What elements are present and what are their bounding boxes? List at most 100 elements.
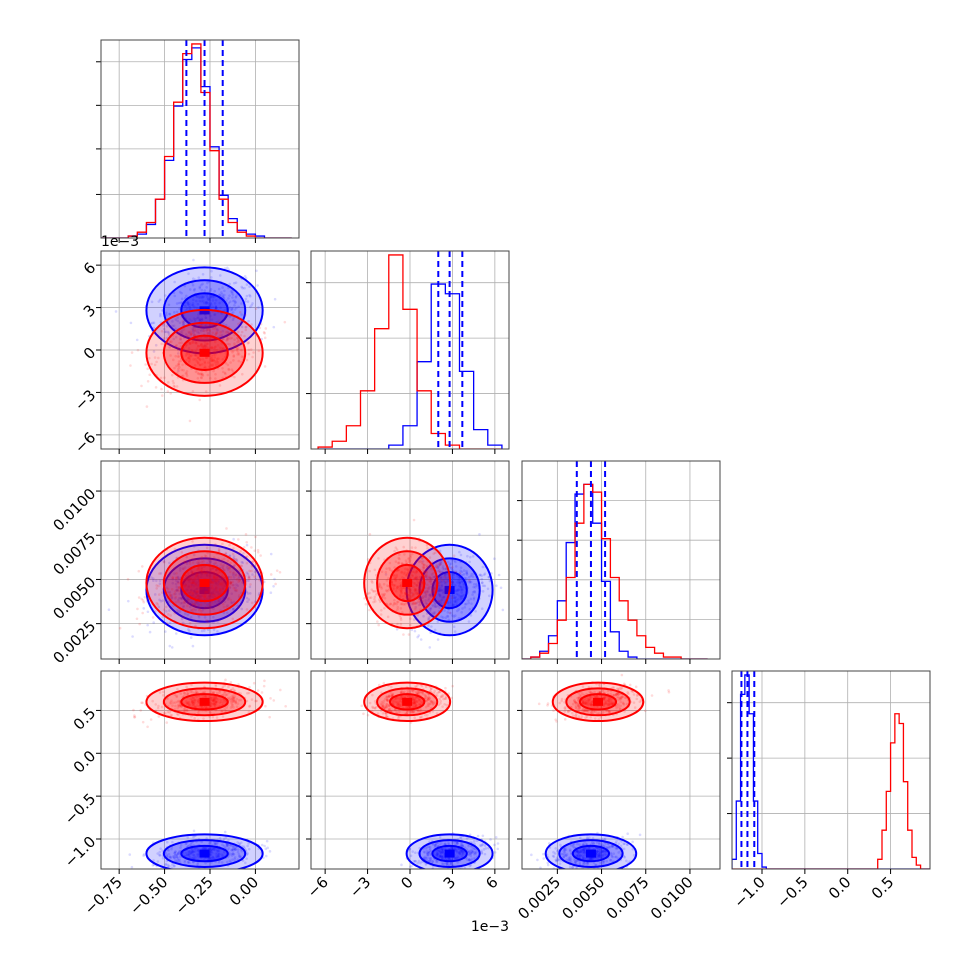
sample-point [235, 697, 239, 701]
sample-point [453, 584, 457, 587]
sample-point [218, 351, 222, 355]
sample-point [153, 593, 157, 596]
sample-point [467, 844, 470, 848]
sample-point [203, 365, 207, 368]
sample-point [442, 590, 445, 593]
sample-point [165, 621, 169, 625]
sample-point [195, 574, 199, 577]
sample-point [166, 587, 170, 591]
sample-point [217, 599, 221, 603]
sample-point [394, 576, 397, 580]
sample-point [228, 306, 232, 309]
sample-point [230, 702, 234, 706]
sample-point [595, 841, 599, 844]
sample-point [188, 849, 192, 853]
sample-point [206, 298, 210, 301]
sample-point [232, 555, 236, 558]
sample-point [387, 695, 391, 699]
sample-point [415, 569, 419, 573]
sample-point [174, 704, 177, 708]
sample-point [470, 848, 473, 852]
sample-point [429, 593, 432, 596]
sample-point [438, 854, 442, 858]
sample-point [226, 336, 229, 339]
sample-point [188, 605, 192, 609]
sample-point [379, 613, 383, 616]
sample-point [197, 586, 200, 589]
sample-point [587, 846, 591, 850]
sample-point [407, 603, 410, 606]
sample-point [234, 589, 237, 593]
sample-point [164, 610, 168, 613]
sample-point [222, 851, 226, 854]
sample-point [557, 858, 561, 862]
sample-point [217, 592, 221, 596]
sample-point [543, 871, 546, 874]
sample-point [468, 581, 471, 584]
sample-point [480, 581, 484, 585]
sample-point [568, 865, 572, 869]
sample-point [171, 581, 175, 585]
sample-point [171, 324, 174, 328]
sample-point [462, 593, 466, 597]
sample-point [236, 340, 239, 344]
sample-point [194, 358, 197, 361]
sample-point [487, 846, 490, 850]
sample-point [237, 322, 240, 326]
sample-point [162, 327, 166, 331]
sample-point [237, 853, 241, 856]
sample-point [191, 304, 195, 307]
sample-point [638, 833, 642, 837]
sample-point [184, 574, 188, 578]
sample-point [246, 300, 250, 303]
sample-point [175, 364, 178, 368]
sample-point [416, 613, 419, 617]
sample-point [393, 549, 396, 553]
sample-point [211, 591, 214, 595]
sample-point [416, 581, 420, 584]
sample-point [430, 625, 433, 628]
sample-point [231, 552, 235, 556]
sample-point [215, 348, 219, 352]
sample-point [451, 581, 455, 585]
sample-point [248, 293, 251, 297]
sample-point [151, 321, 154, 325]
sample-point [444, 574, 447, 577]
sample-point [581, 848, 585, 852]
sample-point [239, 321, 242, 324]
sample-point [223, 692, 226, 695]
sample-point [461, 850, 464, 853]
sample-point [204, 302, 208, 305]
sample-point [551, 854, 555, 858]
sample-point [161, 856, 165, 860]
sample-point [422, 566, 426, 569]
sample-point [216, 320, 219, 324]
sample-point [168, 561, 171, 565]
sample-point [196, 572, 200, 576]
sample-point [423, 570, 427, 574]
sample-point [450, 581, 454, 585]
sample-point [278, 570, 282, 574]
sample-point [199, 329, 203, 333]
sample-point [155, 587, 159, 590]
sample-point [208, 593, 212, 596]
sample-point [391, 700, 395, 704]
sample-point [185, 358, 188, 362]
sample-point [177, 586, 181, 589]
sample-point [175, 695, 179, 699]
sample-point [196, 355, 200, 359]
sample-point [170, 646, 174, 649]
sample-point [368, 701, 372, 705]
sample-point [260, 843, 264, 847]
sample-point [196, 338, 199, 342]
sample-point [179, 692, 183, 695]
sample-point [422, 614, 425, 618]
x-tick-label: 3 [440, 873, 459, 892]
sample-point [175, 571, 178, 575]
sample-point [427, 850, 431, 854]
sample-point [454, 848, 458, 852]
sample-point [239, 550, 242, 553]
sample-point [393, 574, 396, 577]
sample-point [204, 597, 208, 600]
sample-point [459, 848, 462, 852]
